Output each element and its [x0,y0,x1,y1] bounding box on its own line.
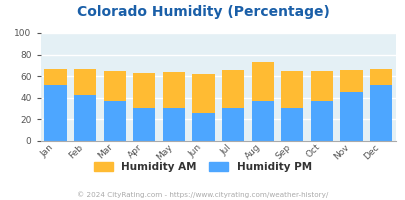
Text: © 2024 CityRating.com - https://www.cityrating.com/weather-history/: © 2024 CityRating.com - https://www.city… [77,191,328,198]
Bar [280,108,303,141]
Bar [74,95,96,141]
Bar [133,108,155,141]
Bar [251,101,273,141]
Legend: Humidity AM, Humidity PM: Humidity AM, Humidity PM [94,162,311,172]
Bar [192,74,214,113]
Bar [44,69,66,85]
Bar [162,72,184,108]
Text: Colorado Humidity (Percentage): Colorado Humidity (Percentage) [77,5,328,19]
Bar [280,71,303,108]
Bar [103,71,126,101]
Bar [192,113,214,141]
Bar [44,85,66,141]
Bar [133,73,155,108]
Bar [162,108,184,141]
Bar [222,108,243,141]
Bar [222,70,243,108]
Bar [310,101,332,141]
Bar [74,69,96,95]
Bar [369,85,391,141]
Bar [251,62,273,101]
Bar [339,70,362,92]
Bar [339,92,362,141]
Bar [369,69,391,85]
Bar [103,101,126,141]
Bar [310,71,332,101]
